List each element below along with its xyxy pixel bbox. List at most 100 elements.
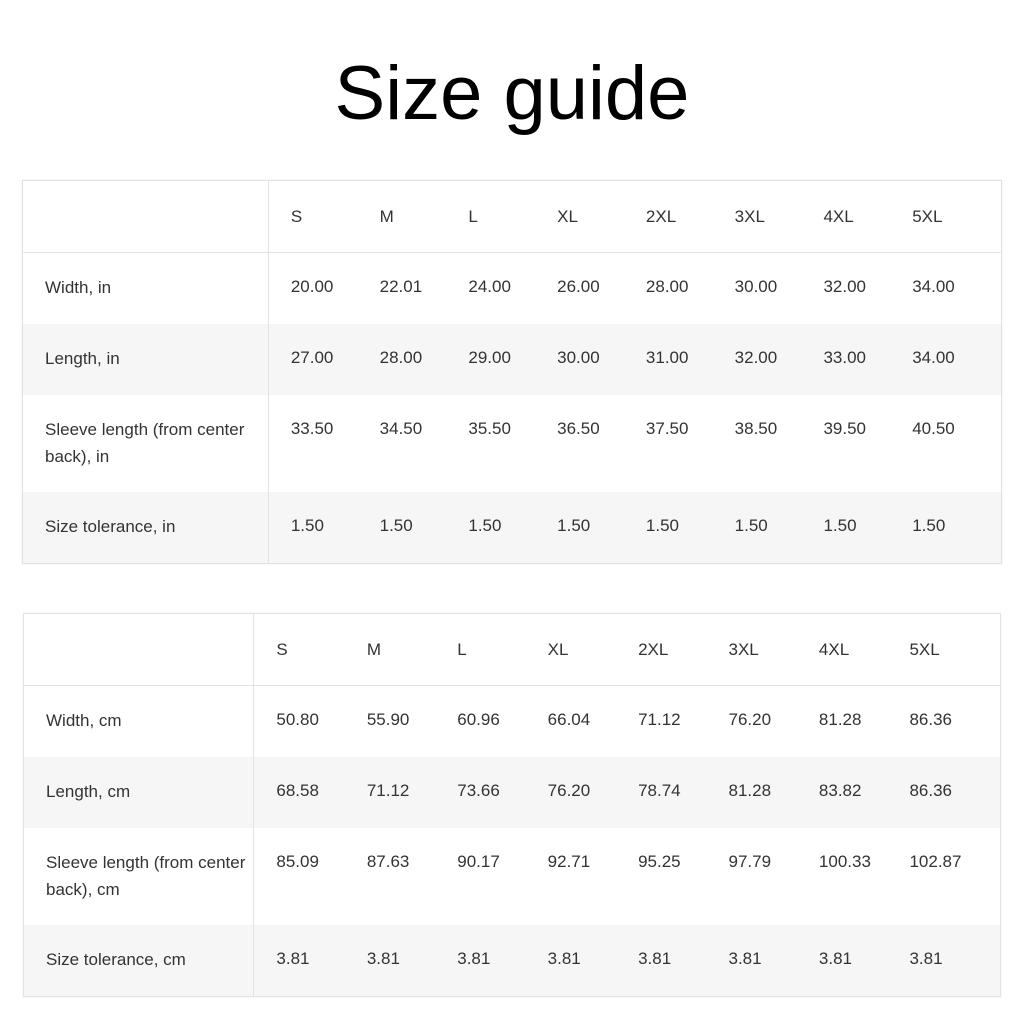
value-cell: 76.20 <box>728 710 772 729</box>
value-cell: 33.00 <box>823 324 913 395</box>
table-row: Length, cm 68.58 71.12 73.66 76.20 78.74 81.28… <box>23 757 1001 828</box>
value-cell: 24.00 <box>468 277 511 296</box>
value-cell: 1.50 <box>268 492 380 564</box>
value-cell: 76.20 <box>547 757 639 828</box>
size-table-cm: S M L XL 2XL 3XL 4XL 5XL Width, cm 50.80 55.90 60.9… <box>23 613 1001 997</box>
value-cell: 1.50 <box>468 492 558 564</box>
value-cell: 97.79 <box>728 852 772 871</box>
size-header-L: L <box>457 613 548 686</box>
value-cell: 35.50 <box>468 419 511 438</box>
value-cell: 37.50 <box>645 419 689 438</box>
value-cell: 32.00 <box>734 324 824 395</box>
size-header-L: L <box>468 180 558 253</box>
value-cell: 83.82 <box>818 757 910 828</box>
row-label: Size tolerance, in <box>22 492 269 564</box>
value-cell: 26.00 <box>557 277 600 296</box>
value-cell: 55.90 <box>366 710 410 729</box>
value-cell: 31.00 <box>645 324 735 395</box>
size-header-S: S <box>253 613 367 686</box>
size-header-5XL: 5XL <box>912 180 1002 253</box>
page-title: Size guide <box>334 51 690 136</box>
size-header-M: M <box>366 613 458 686</box>
value-cell: 71.12 <box>366 757 458 828</box>
value-cell: 71.12 <box>638 710 681 729</box>
size-header-4XL: 4XL <box>823 180 913 253</box>
value-cell: 34.50 <box>379 419 423 438</box>
value-cell: 20.00 <box>290 277 334 296</box>
value-cell: 1.50 <box>379 492 469 564</box>
value-cell: 3.81 <box>457 925 548 997</box>
row-label: Width, in <box>22 252 269 324</box>
value-cell: 50.80 <box>276 710 319 729</box>
size-header-5XL: 5XL <box>909 613 1001 686</box>
row-label: Size tolerance, cm <box>23 925 255 997</box>
table-row: Length, in 27.00 28.00 29.00 30.00 31.00 32.00… <box>22 324 1002 395</box>
value-cell: 1.50 <box>557 492 646 564</box>
size-table-inches: S M L XL 2XL 3XL 4XL 5XL Width, in 20.00 22.01 24.0… <box>22 180 1002 564</box>
value-cell: 73.66 <box>457 757 548 828</box>
value-cell: 92.71 <box>547 852 591 871</box>
corner-cell <box>22 180 269 253</box>
value-cell: 1.50 <box>734 492 824 564</box>
value-cell: 90.17 <box>457 852 500 871</box>
header-row: S M L XL 2XL 3XL 4XL 5XL <box>23 613 1001 686</box>
value-cell: 66.04 <box>547 710 591 729</box>
size-header-2XL: 2XL <box>638 613 729 686</box>
value-cell: 3.81 <box>818 925 910 997</box>
value-cell: 29.00 <box>468 324 558 395</box>
value-cell: 85.09 <box>276 852 319 871</box>
row-label: Sleeve length (from center back), in <box>22 395 269 492</box>
value-cell: 86.36 <box>909 757 1001 828</box>
corner-cell <box>23 613 255 686</box>
value-cell: 1.50 <box>823 492 913 564</box>
value-cell: 3.81 <box>638 925 729 997</box>
value-cell: 68.58 <box>253 757 367 828</box>
value-cell: 78.74 <box>638 757 729 828</box>
size-header-M: M <box>379 180 469 253</box>
value-cell: 3.81 <box>253 925 367 997</box>
size-header-S: S <box>268 180 380 253</box>
table-row: Width, cm 50.80 55.90 60.96 66.04 71.12 76.20 8… <box>23 685 1001 757</box>
value-cell: 32.00 <box>823 277 866 296</box>
table-row: Size tolerance, cm 3.81 3.81 3.81 3.81 3.81 3.… <box>23 925 1001 997</box>
table-row: Width, in 20.00 22.01 24.00 26.00 28.00 30.00 3… <box>22 252 1002 324</box>
value-cell: 36.50 <box>557 419 600 438</box>
value-cell: 81.28 <box>728 757 819 828</box>
size-header-4XL: 4XL <box>818 613 910 686</box>
row-label: Length, cm <box>23 757 255 828</box>
value-cell: 102.87 <box>909 852 962 871</box>
size-header-XL: XL <box>547 613 639 686</box>
row-label: Sleeve length (from center back), cm <box>23 828 255 925</box>
table-row: Sleeve length (from center back), cm 85.0… <box>23 828 1001 925</box>
size-header-3XL: 3XL <box>734 180 824 253</box>
value-cell: 30.00 <box>734 277 778 296</box>
header-row: S M L XL 2XL 3XL 4XL 5XL <box>22 180 1002 253</box>
row-label: Width, cm <box>23 685 255 757</box>
value-cell: 3.81 <box>366 925 458 997</box>
row-label: Length, in <box>22 324 269 395</box>
value-cell: 30.00 <box>557 324 646 395</box>
size-header-XL: XL <box>557 180 646 253</box>
value-cell: 39.50 <box>823 419 866 438</box>
size-header-3XL: 3XL <box>728 613 819 686</box>
value-cell: 33.50 <box>290 419 334 438</box>
size-header-2XL: 2XL <box>645 180 735 253</box>
value-cell: 3.81 <box>909 925 1001 997</box>
value-cell: 3.81 <box>728 925 819 997</box>
value-cell: 3.81 <box>547 925 639 997</box>
value-cell: 1.50 <box>912 492 1002 564</box>
value-cell: 100.33 <box>818 852 871 871</box>
value-cell: 60.96 <box>457 710 500 729</box>
value-cell: 28.00 <box>645 277 689 296</box>
value-cell: 34.00 <box>912 324 1002 395</box>
value-cell: 27.00 <box>268 324 380 395</box>
value-cell: 22.01 <box>379 277 423 296</box>
value-cell: 81.28 <box>818 710 862 729</box>
value-cell: 95.25 <box>638 852 681 871</box>
table-row: Size tolerance, in 1.50 1.50 1.50 1.50 1.50 1.… <box>22 492 1002 564</box>
value-cell: 28.00 <box>379 324 469 395</box>
value-cell: 1.50 <box>645 492 735 564</box>
value-cell: 87.63 <box>366 852 410 871</box>
value-cell: 86.36 <box>909 710 952 729</box>
value-cell: 38.50 <box>734 419 778 438</box>
